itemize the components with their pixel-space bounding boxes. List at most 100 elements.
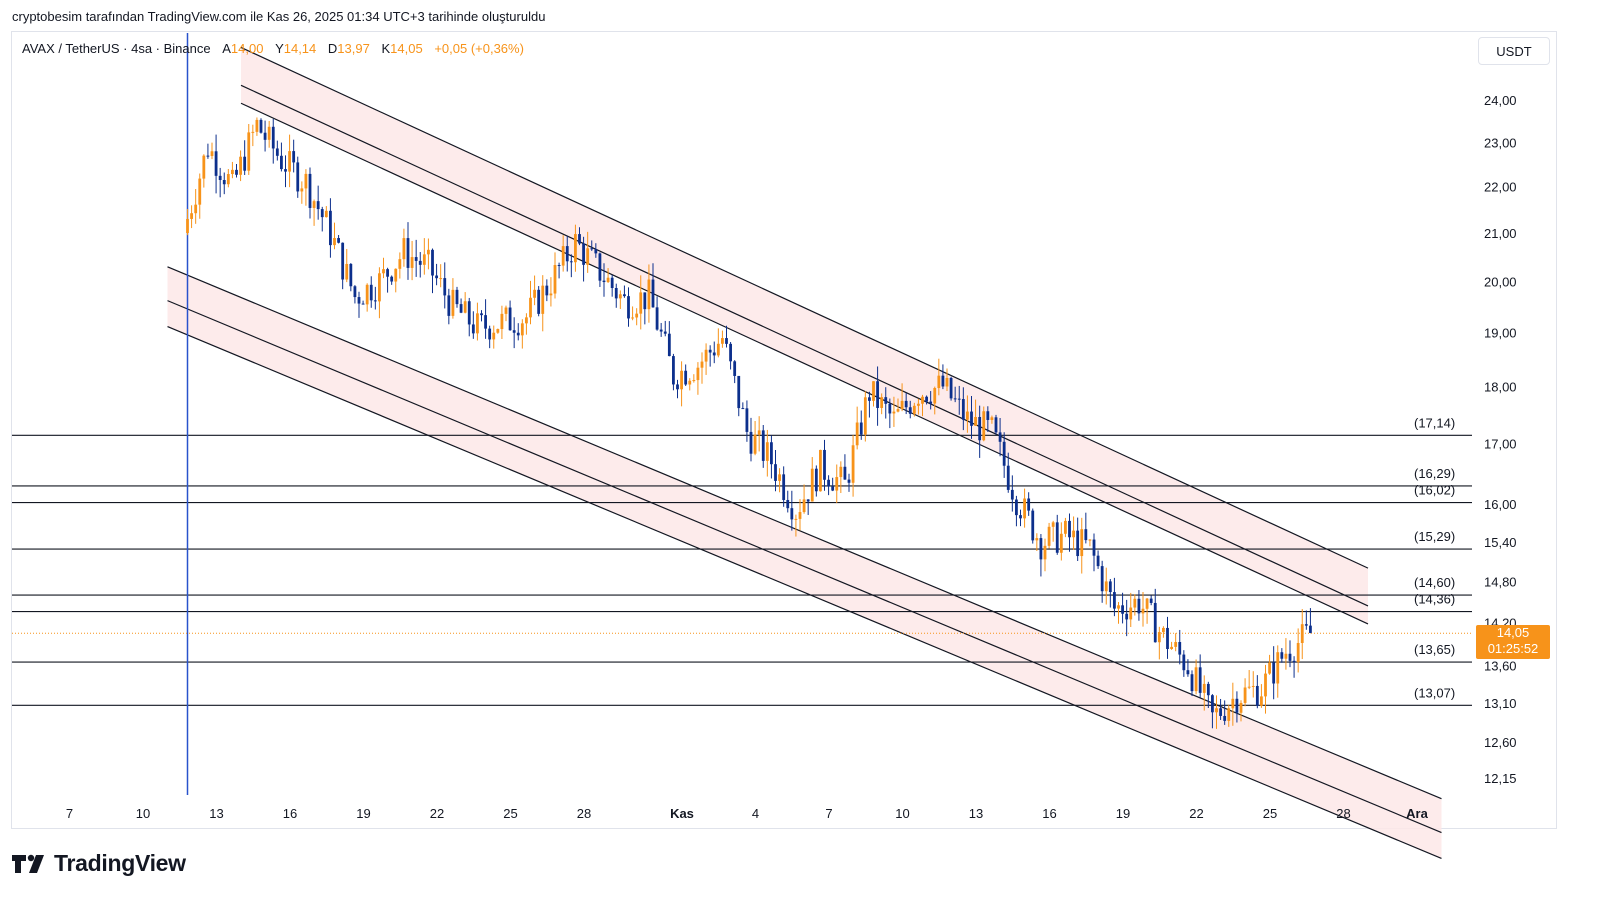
candle-body xyxy=(357,297,361,304)
candle-body xyxy=(835,477,839,491)
y-tick-label: 13,60 xyxy=(1484,659,1517,674)
candle-body xyxy=(239,156,242,175)
candle-body xyxy=(1272,662,1276,684)
low-value: 13,97 xyxy=(337,41,370,56)
channel-layer xyxy=(167,46,1442,860)
candle-body xyxy=(696,367,700,381)
candle-body xyxy=(937,375,941,389)
tradingview-logo-icon xyxy=(12,854,44,873)
y-tick-label: 12,60 xyxy=(1484,735,1517,750)
candle-body xyxy=(1096,555,1100,567)
candle-body xyxy=(692,380,696,382)
candle-body xyxy=(259,119,263,133)
candle-body xyxy=(733,361,737,376)
candle-body xyxy=(643,292,647,310)
candle-body xyxy=(459,304,463,313)
candle-body xyxy=(631,317,634,319)
x-tick-label: Kas xyxy=(670,806,694,821)
candle-body xyxy=(639,292,643,314)
candle-body xyxy=(974,416,977,426)
x-tick-label: Ara xyxy=(1406,806,1428,821)
close-value: 14,05 xyxy=(390,41,423,56)
channel-1-band-2 xyxy=(241,85,1368,624)
candle-body xyxy=(545,285,549,296)
candle-body xyxy=(872,381,875,401)
candle-body xyxy=(1129,607,1133,620)
candle-body xyxy=(333,238,336,246)
candle-body xyxy=(557,265,561,267)
y-tick-label: 17,00 xyxy=(1484,436,1517,451)
candle-body xyxy=(345,263,349,280)
open-label: A xyxy=(222,41,231,56)
candle-body xyxy=(284,169,287,172)
candle-body xyxy=(369,284,373,301)
candle-body xyxy=(1186,670,1190,675)
candle-body xyxy=(863,397,867,435)
candle-body xyxy=(745,408,749,432)
candle-body xyxy=(308,173,312,208)
candle-body xyxy=(1133,598,1137,608)
candle-body xyxy=(941,375,945,387)
candle-body xyxy=(994,417,998,433)
candle-body xyxy=(623,294,626,297)
candle-body xyxy=(341,242,345,280)
y-tick-label: 20,00 xyxy=(1484,275,1517,290)
candle-body xyxy=(998,432,1002,442)
candle-body xyxy=(1198,667,1202,693)
candle-body xyxy=(578,234,581,244)
candle-body xyxy=(329,210,332,246)
candle-body xyxy=(1121,605,1124,614)
chart-credit: cryptobesim tarafından TradingView.com i… xyxy=(12,9,546,24)
channel-1-band-1 xyxy=(241,47,1368,606)
tradingview-logo-text: TradingView xyxy=(54,850,186,876)
candle-body xyxy=(455,289,459,305)
tradingview-logo[interactable]: TradingView xyxy=(12,850,186,877)
candle-body xyxy=(231,169,234,175)
candle-body xyxy=(402,238,406,260)
candle-body xyxy=(235,169,238,175)
candle-body xyxy=(1280,652,1284,659)
last-price-tag: 14,05 01:25:52 xyxy=(1476,625,1550,659)
x-tick-label: 7 xyxy=(825,806,832,821)
candle-body xyxy=(1010,489,1014,500)
candle-body xyxy=(414,257,418,261)
candle-body xyxy=(247,132,251,171)
candle-body xyxy=(394,268,398,282)
candle-body xyxy=(361,303,365,305)
candle-body xyxy=(774,464,777,481)
currency-button[interactable]: USDT xyxy=(1478,37,1550,65)
y-tick-label: 23,00 xyxy=(1484,135,1517,150)
candle-body xyxy=(1055,522,1059,553)
candle-body xyxy=(1117,605,1120,609)
candle-body xyxy=(267,126,271,140)
x-tick-label: 28 xyxy=(1336,806,1350,821)
candle-body xyxy=(1227,708,1231,721)
candle-body xyxy=(945,377,949,387)
candle-body xyxy=(565,246,569,262)
currency-label: USDT xyxy=(1496,43,1532,59)
candle-body xyxy=(198,178,202,205)
candle-body xyxy=(1072,530,1075,538)
channel-2-line-2 xyxy=(167,300,1442,834)
candle-body xyxy=(512,330,516,333)
candle-body xyxy=(1166,627,1169,650)
candle-body xyxy=(1157,632,1161,643)
candle-body xyxy=(1247,686,1251,688)
candle-body xyxy=(684,370,688,385)
candle-body xyxy=(1276,652,1280,684)
candle-body xyxy=(614,287,618,299)
y-tick-label: 13,10 xyxy=(1484,696,1517,711)
candle-body xyxy=(586,248,590,265)
candle-body xyxy=(667,333,671,357)
candle-body xyxy=(741,408,745,410)
candle-body xyxy=(300,188,304,192)
candle-body xyxy=(1076,530,1080,557)
candle-body xyxy=(382,269,385,274)
low-label: D xyxy=(327,41,338,56)
symbol-name[interactable]: AVAX / TetherUS · 4sa · Binance xyxy=(22,41,211,56)
candle-body xyxy=(839,466,843,478)
candle-body xyxy=(1047,526,1051,546)
candle-body xyxy=(296,162,300,192)
candle-body xyxy=(1194,667,1198,692)
